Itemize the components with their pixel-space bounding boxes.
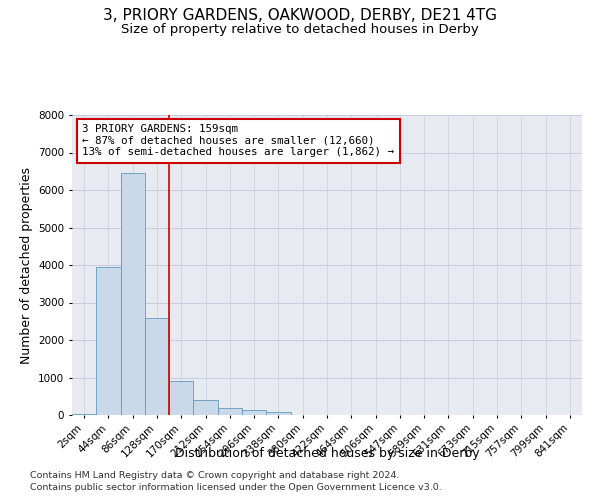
- Text: 3, PRIORY GARDENS, OAKWOOD, DERBY, DE21 4TG: 3, PRIORY GARDENS, OAKWOOD, DERBY, DE21 …: [103, 8, 497, 22]
- Bar: [121, 173, 145, 415]
- Bar: [193, 400, 218, 415]
- Bar: [242, 410, 266, 415]
- Text: 3 PRIORY GARDENS: 159sqm
← 87% of detached houses are smaller (12,660)
13% of se: 3 PRIORY GARDENS: 159sqm ← 87% of detach…: [82, 124, 394, 157]
- Text: Size of property relative to detached houses in Derby: Size of property relative to detached ho…: [121, 22, 479, 36]
- Bar: [145, 318, 169, 415]
- Text: Contains public sector information licensed under the Open Government Licence v3: Contains public sector information licen…: [30, 484, 442, 492]
- Bar: [72, 414, 96, 415]
- Text: Contains HM Land Registry data © Crown copyright and database right 2024.: Contains HM Land Registry data © Crown c…: [30, 471, 400, 480]
- Bar: [266, 412, 290, 415]
- Y-axis label: Number of detached properties: Number of detached properties: [20, 166, 32, 364]
- Bar: [218, 408, 242, 415]
- Bar: [169, 381, 193, 415]
- Text: Distribution of detached houses by size in Derby: Distribution of detached houses by size …: [175, 448, 479, 460]
- Bar: [96, 267, 121, 415]
